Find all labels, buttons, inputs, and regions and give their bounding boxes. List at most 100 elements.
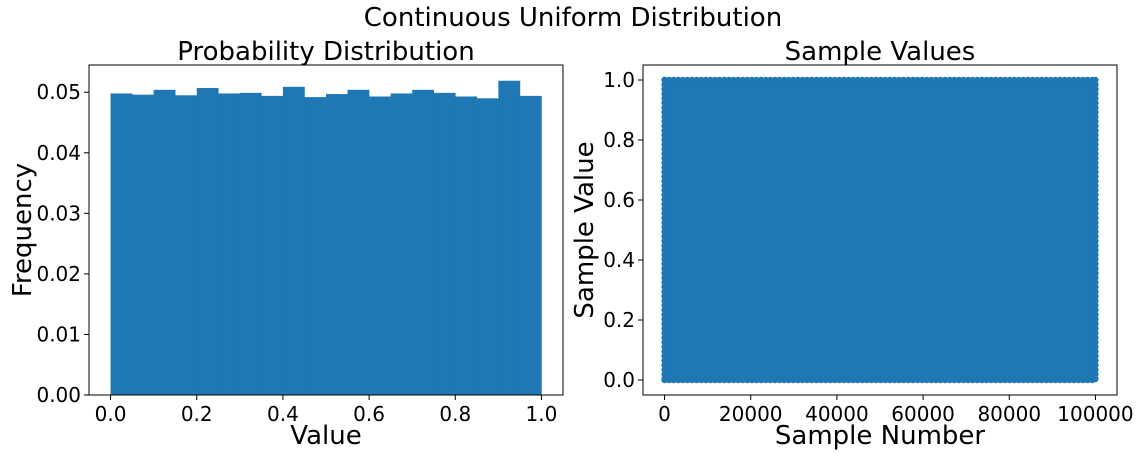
histogram-bar <box>433 92 456 395</box>
scatter-point <box>951 376 958 384</box>
scatter-point <box>1092 104 1099 111</box>
scatter-point <box>1092 99 1099 107</box>
histogram-bar <box>476 98 499 396</box>
scatter-point <box>661 352 668 360</box>
histogram-y-ticks: 0.00 0.01 0.02 0.03 0.04 0.05 <box>36 80 89 407</box>
scatter-point <box>661 201 668 208</box>
scatter-point <box>808 376 815 384</box>
scatter-point <box>1092 260 1099 268</box>
histogram-bar <box>261 95 284 395</box>
histogram-bar <box>498 80 521 396</box>
scatter-point <box>882 376 889 384</box>
scatter-point <box>670 376 677 384</box>
scatter-point <box>840 76 848 84</box>
scatter-point <box>1001 376 1009 384</box>
scatter-point <box>895 376 903 384</box>
scatter-point <box>661 109 668 116</box>
scatter-point <box>1092 306 1099 314</box>
scatter-point <box>1092 127 1099 134</box>
scatter-point <box>1024 376 1032 384</box>
scatter-point <box>661 76 668 84</box>
scatter-point <box>1092 320 1099 327</box>
scatter-point <box>928 376 935 384</box>
scatter-point <box>661 81 668 88</box>
scatter-point <box>969 376 976 384</box>
scatter-point <box>1092 90 1099 98</box>
scatter-point <box>679 76 687 84</box>
scatter-point <box>661 371 668 378</box>
scatter-point <box>744 376 751 384</box>
scatter-point <box>946 76 953 84</box>
scatter-point <box>1084 376 1091 384</box>
scatter-point <box>684 376 691 384</box>
scatter-point <box>1092 251 1099 258</box>
scatter-point <box>895 76 903 84</box>
scatter-point <box>941 76 949 84</box>
scatter-point <box>661 274 668 281</box>
scatter-point <box>891 376 898 384</box>
scatter-axes-frame <box>642 64 1118 396</box>
scatter-point <box>822 376 829 384</box>
scatter-point <box>987 76 995 84</box>
scatter-point <box>661 150 668 157</box>
scatter-point <box>1092 182 1099 189</box>
x-tick-label: 0.8 <box>439 402 471 426</box>
scatter-point <box>978 376 986 384</box>
scatter-point <box>868 76 875 84</box>
scatter-point <box>1092 187 1099 194</box>
histogram-bar <box>326 94 348 396</box>
scatter-point <box>854 376 861 384</box>
x-tick-label: 0.0 <box>95 402 127 426</box>
scatter-point <box>721 376 728 384</box>
scatter-point <box>693 76 700 84</box>
histogram-axes-frame <box>88 64 564 396</box>
scatter-point <box>661 334 668 341</box>
scatter-point <box>1015 376 1022 384</box>
scatter-point <box>661 288 668 295</box>
scatter-point <box>983 76 990 84</box>
scatter-point <box>661 118 668 125</box>
scatter-point <box>1092 150 1099 157</box>
scatter-point <box>914 76 921 84</box>
scatter-point <box>1092 302 1099 309</box>
scatter-point <box>661 159 668 166</box>
scatter-point <box>1066 76 1073 84</box>
scatter-point <box>780 76 788 84</box>
scatter-point <box>1006 76 1013 84</box>
scatter-point <box>1092 178 1099 185</box>
scatter-point <box>1092 325 1099 332</box>
histogram-title: Probability Distribution <box>177 37 474 67</box>
scatter-point <box>1047 76 1055 84</box>
scatter-point <box>863 76 871 84</box>
scatter-point <box>688 76 696 84</box>
scatter-point <box>1092 132 1099 139</box>
scatter-point <box>822 76 829 84</box>
scatter-x-ticks: 0 20000 40000 60000 80000 100000 <box>658 395 1134 426</box>
scatter-point <box>1033 376 1041 384</box>
scatter-point <box>1061 376 1068 384</box>
scatter-point <box>836 76 843 84</box>
x-tick-label: 0.4 <box>267 402 299 426</box>
scatter-point <box>661 343 668 350</box>
scatter-point <box>661 141 668 148</box>
scatter-point <box>1092 95 1099 102</box>
x-tick-label: 1.0 <box>526 402 558 426</box>
scatter-point <box>905 376 912 384</box>
scatter-point <box>836 376 843 384</box>
scatter-point <box>661 320 668 327</box>
scatter-point <box>661 99 668 107</box>
scatter-point <box>661 113 668 121</box>
scatter-point <box>1015 76 1022 84</box>
scatter-title: Sample Values <box>785 37 976 67</box>
y-tick-label: 0.03 <box>36 201 81 225</box>
scatter-point <box>661 187 668 194</box>
x-tick-label: 0.6 <box>353 402 385 426</box>
scatter-point <box>868 376 875 384</box>
histogram-bar <box>282 86 305 396</box>
scatter-point <box>725 376 733 384</box>
scatter-point <box>661 311 668 318</box>
scatter-point <box>753 76 760 84</box>
scatter-point <box>661 168 668 176</box>
scatter-point <box>1092 196 1099 203</box>
histogram-bar <box>519 95 542 395</box>
